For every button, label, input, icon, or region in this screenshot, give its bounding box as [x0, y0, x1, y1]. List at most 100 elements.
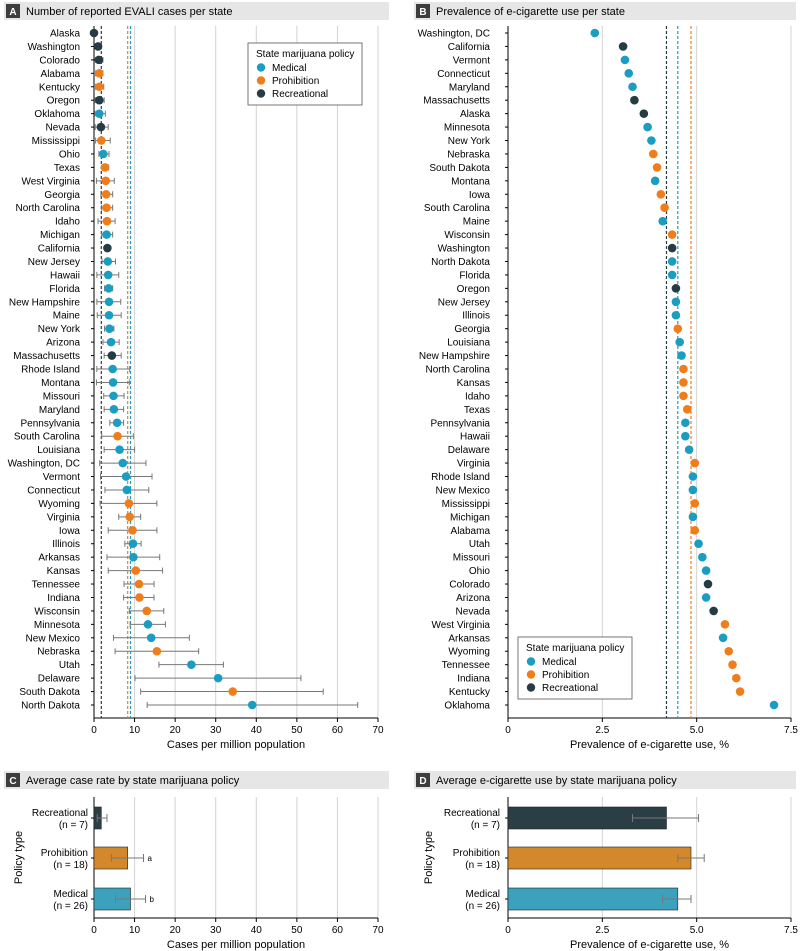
- panel-letter-box: [6, 773, 20, 787]
- state-label: Georgia: [454, 324, 490, 335]
- data-point-medical: [104, 284, 113, 293]
- state-label: New York: [38, 324, 81, 335]
- state-label: New York: [448, 136, 491, 147]
- data-point-medical: [681, 418, 690, 428]
- state-label: Connecticut: [27, 485, 80, 496]
- x-tick-label: 7.5: [784, 925, 798, 936]
- state-label: Iowa: [469, 190, 491, 201]
- state-label: Georgia: [44, 190, 80, 201]
- state-label: West Virginia: [431, 620, 490, 631]
- state-label: Ohio: [469, 566, 491, 577]
- state-label: Illinois: [52, 539, 80, 550]
- state-label: Nebraska: [37, 647, 80, 658]
- state-label: Minnesota: [444, 123, 491, 134]
- state-label: Indiana: [457, 674, 490, 685]
- data-point-medical: [647, 136, 656, 145]
- x-axis-label: Cases per million population: [167, 739, 305, 751]
- data-point-medical: [104, 297, 114, 307]
- state-label: Montana: [451, 176, 490, 187]
- state-label: Oklahoma: [444, 701, 490, 712]
- data-point-recreational: [703, 579, 713, 589]
- state-label: Tennessee: [32, 580, 81, 591]
- data-point-recreational: [103, 243, 112, 253]
- data-point-medical: [129, 552, 138, 562]
- data-point-prohibition: [648, 149, 658, 159]
- state-label: New Jersey: [438, 297, 490, 308]
- data-point-medical: [115, 445, 124, 454]
- state-label: West Virginia: [21, 176, 80, 187]
- x-axis-label: Prevalence of e-cigarette use, %: [570, 739, 729, 751]
- data-point-medical: [103, 270, 113, 280]
- data-point-prohibition: [679, 364, 688, 374]
- data-point-prohibition: [125, 512, 135, 522]
- state-label: Vermont: [453, 55, 490, 66]
- state-label: Virginia: [457, 459, 491, 470]
- state-label: Maine: [463, 217, 491, 228]
- state-label: California: [38, 244, 81, 255]
- data-point-medical: [718, 633, 728, 643]
- state-label: Kansas: [47, 566, 80, 577]
- panel-title: Number of reported EVALI cases per state: [26, 6, 232, 18]
- panel-title: Average e-cigarette use by state marijua…: [436, 775, 677, 787]
- state-label: Oregon: [457, 284, 490, 295]
- data-point-prohibition: [102, 216, 112, 226]
- data-point-medical: [99, 149, 108, 159]
- state-label: Alabama: [451, 526, 491, 537]
- panel-header-bg: [4, 2, 389, 20]
- data-point-medical: [118, 458, 128, 468]
- state-label: Hawaii: [460, 432, 490, 443]
- state-label: Utah: [59, 660, 80, 671]
- state-label: Kansas: [457, 378, 490, 389]
- state-label: North Dakota: [21, 701, 80, 712]
- data-point-medical: [628, 82, 637, 92]
- bar-count-label: (n = 18): [465, 860, 500, 871]
- data-point-medical: [590, 28, 600, 38]
- error-bar: [115, 895, 147, 903]
- data-point-prohibition: [102, 203, 111, 213]
- bar-category-label: Medical: [466, 889, 500, 900]
- data-point-medical: [108, 364, 117, 374]
- data-point-prohibition: [124, 499, 134, 508]
- data-point-medical: [671, 297, 681, 307]
- data-point-prohibition: [724, 646, 734, 656]
- data-point-prohibition: [94, 69, 104, 78]
- data-point-prohibition: [100, 163, 110, 172]
- x-axis-label: Prevalence of e-cigarette use, %: [570, 939, 729, 951]
- legend-box: [247, 42, 363, 106]
- error-bar: [662, 895, 692, 903]
- state-label: New Jersey: [28, 257, 80, 268]
- state-label: Kentucky: [39, 82, 80, 93]
- state-label: Wisconsin: [444, 230, 490, 241]
- x-tick-label: 40: [251, 725, 263, 736]
- state-label: Nevada: [46, 123, 81, 134]
- bar-count-label: (n = 7): [59, 820, 88, 831]
- state-label: Arizona: [46, 338, 80, 349]
- grid-group: [93, 797, 379, 922]
- state-label: Minnesota: [34, 620, 81, 631]
- state-label: Ohio: [59, 149, 81, 160]
- state-label: North Dakota: [431, 257, 490, 268]
- state-label: Washington, DC: [8, 459, 80, 470]
- state-label: Alaska: [460, 109, 490, 120]
- legend-marker-recreational: [256, 89, 266, 98]
- state-label: Arkansas: [448, 633, 490, 644]
- data-point-medical: [698, 552, 707, 562]
- state-label: Illinois: [462, 311, 490, 322]
- y-axis-label: Policy type: [13, 831, 25, 884]
- x-tick-label: 60: [332, 925, 344, 936]
- state-label: Wyoming: [448, 647, 490, 658]
- state-label: Delaware: [448, 445, 491, 456]
- bar-category-label: Prohibition: [41, 848, 88, 859]
- state-label: Utah: [469, 539, 490, 550]
- data-point-medical: [247, 700, 257, 710]
- panel-letter-box: [416, 773, 430, 787]
- state-label: South Carolina: [424, 203, 491, 214]
- state-label: Virginia: [47, 512, 81, 523]
- data-point-prohibition: [652, 163, 662, 172]
- state-label: Washington, DC: [418, 29, 490, 40]
- data-point-prohibition: [735, 687, 745, 696]
- bar-annotation: a: [147, 854, 152, 863]
- data-point-medical: [108, 378, 118, 387]
- bar-count-label: (n = 18): [53, 860, 88, 871]
- data-point-medical: [658, 216, 668, 226]
